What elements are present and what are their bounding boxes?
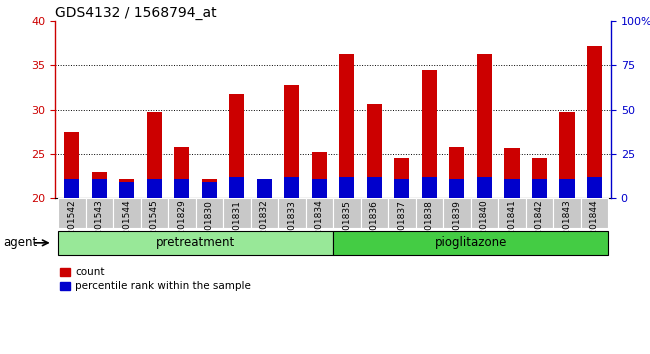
Bar [580,198,608,228]
Bar [443,198,471,228]
Bar [415,198,443,228]
Bar [92,179,107,198]
Text: GSM201834: GSM201834 [315,200,324,255]
Bar [64,179,79,198]
Bar [333,232,608,255]
Bar [526,198,553,228]
Bar [388,198,415,228]
Text: GSM201841: GSM201841 [508,200,517,255]
Bar [449,179,465,198]
Bar [251,198,278,228]
Bar [422,70,437,198]
Bar [257,187,272,198]
Bar [498,198,526,228]
Bar [278,198,306,228]
Text: GDS4132 / 1568794_at: GDS4132 / 1568794_at [55,6,217,20]
Bar [587,46,602,198]
Bar [339,54,354,198]
Bar [449,147,465,198]
Bar [587,177,602,198]
Bar [312,152,327,198]
Bar [306,198,333,228]
Bar [532,179,547,198]
Text: GSM201542: GSM201542 [67,200,76,255]
Bar [223,198,251,228]
Bar [553,198,580,228]
Text: GSM201838: GSM201838 [425,200,434,255]
Text: agent: agent [3,236,38,249]
Bar [339,177,354,198]
Text: GSM201839: GSM201839 [452,200,462,255]
Bar [395,179,410,198]
Bar [422,177,437,198]
Text: pioglitazone: pioglitazone [434,236,507,249]
Bar [284,85,300,198]
Bar [140,198,168,228]
Bar [119,179,135,198]
Bar [147,113,162,198]
Bar [504,148,519,198]
Bar [119,182,135,198]
Bar [284,177,300,198]
Text: GSM201837: GSM201837 [397,200,406,255]
Bar [113,198,140,228]
Bar [229,94,244,198]
Bar [477,54,492,198]
Bar [147,179,162,198]
Bar [174,147,189,198]
Bar [196,198,223,228]
Bar [471,198,498,228]
Bar [395,159,410,198]
Bar [174,179,189,198]
Bar [560,112,575,198]
Bar [229,177,244,198]
Text: GSM201844: GSM201844 [590,200,599,255]
Text: GSM201543: GSM201543 [95,200,104,255]
Text: GSM201835: GSM201835 [343,200,352,255]
Text: GSM201843: GSM201843 [562,200,571,255]
Bar [367,177,382,198]
Bar [58,232,333,255]
Text: GSM201544: GSM201544 [122,200,131,255]
Text: GSM201829: GSM201829 [177,200,187,255]
Bar [560,179,575,198]
Text: GSM201830: GSM201830 [205,200,214,255]
Text: GSM201833: GSM201833 [287,200,296,255]
Text: GSM201545: GSM201545 [150,200,159,255]
Bar [477,177,492,198]
Legend: count, percentile rank within the sample: count, percentile rank within the sample [60,267,251,291]
Bar [367,104,382,198]
Bar [64,132,79,198]
Bar [86,198,113,228]
Bar [168,198,196,228]
Bar [202,182,217,198]
Bar [92,172,107,198]
Bar [504,179,519,198]
Bar [361,198,388,228]
Bar [312,179,327,198]
Bar [257,179,272,198]
Bar [333,198,361,228]
Text: GSM201831: GSM201831 [232,200,241,255]
Text: GSM201832: GSM201832 [260,200,269,255]
Text: GSM201840: GSM201840 [480,200,489,255]
Bar [202,179,217,198]
Bar [532,159,547,198]
Text: GSM201842: GSM201842 [535,200,544,255]
Text: pretreatment: pretreatment [156,236,235,249]
Bar [58,198,86,228]
Text: GSM201836: GSM201836 [370,200,379,255]
